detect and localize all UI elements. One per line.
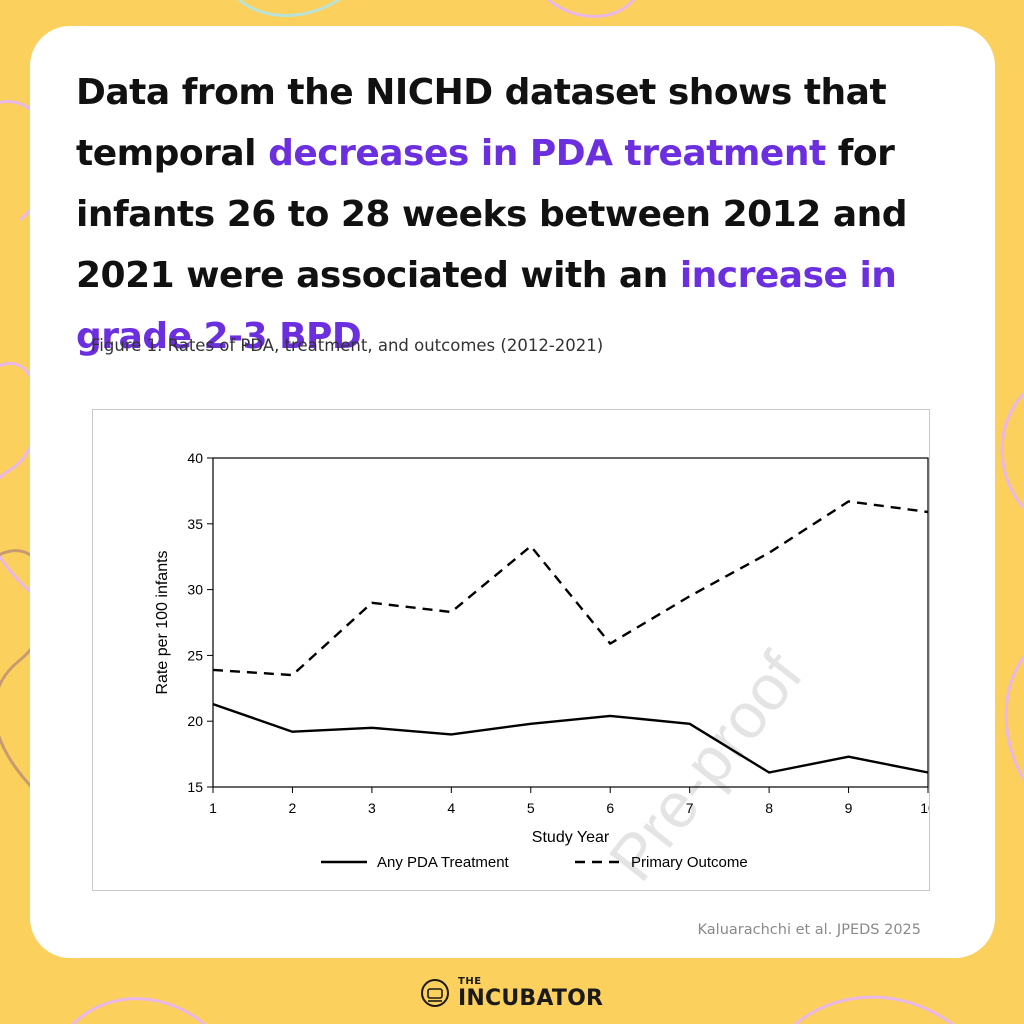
series-line-primary-outcome	[212, 500, 929, 677]
x-tick-label: 9	[845, 800, 853, 816]
y-tick-label: 15	[187, 779, 203, 795]
figure-caption: Figure 1. Rates of PDA, treatment, and o…	[91, 336, 604, 355]
x-tick-label: 2	[289, 800, 297, 816]
legend-label: Primary Outcome	[631, 854, 748, 871]
brand-the: THE	[458, 976, 482, 987]
series-line-any-pda-treatment	[212, 702, 929, 774]
citation: Kaluarachchi et al. JPEDS 2025	[697, 922, 921, 938]
headline: Data from the NICHD dataset shows that t…	[76, 62, 976, 367]
x-tick-label: 1	[209, 800, 217, 816]
x-tick-label: 5	[527, 800, 535, 816]
x-tick-label: 10	[920, 800, 929, 816]
plot-area-border	[212, 457, 929, 788]
watermark-text: Pre-proof	[595, 639, 816, 890]
x-tick-label: 4	[447, 800, 455, 816]
x-tick-label: 7	[686, 800, 694, 816]
headline-text-2: for infants 26 to 28 weeks between 2012 …	[76, 133, 908, 296]
content-card: Data from the NICHD dataset shows that t…	[30, 26, 995, 958]
incubator-logo-icon	[421, 979, 449, 1007]
headline-highlight-1: decreases in PDA treatment	[268, 133, 826, 174]
x-tick-label: 8	[765, 800, 773, 816]
y-tick-label: 35	[187, 516, 203, 532]
y-tick-label: 25	[187, 647, 203, 663]
line-chart: Pre-proof 15 20 25 30 35 40 1 2 3 4 5 6 7 8 9 10 Study Ye…	[154, 450, 929, 890]
x-tick-label: 3	[368, 800, 376, 816]
chart-frame: Pre-proof 15 20 25 30 35 40 1 2 3 4 5 6 7 8 9 10 Study Ye…	[92, 409, 930, 891]
y-tick-label: 30	[187, 582, 203, 598]
y-axis-label: Rate per 100 infants	[154, 550, 171, 694]
y-tick-label: 20	[187, 713, 203, 729]
brand-name: INCUBATOR	[458, 986, 604, 1011]
headline-text-1: Data from the NICHD dataset shows that t…	[76, 72, 887, 174]
legend-label: Any PDA Treatment	[377, 854, 510, 871]
x-axis-label: Study Year	[532, 829, 610, 846]
x-tick-label: 6	[606, 800, 614, 816]
headline-highlight-2: increase in grade 2-3 BPD	[76, 255, 897, 357]
y-tick-label: 40	[187, 450, 203, 466]
